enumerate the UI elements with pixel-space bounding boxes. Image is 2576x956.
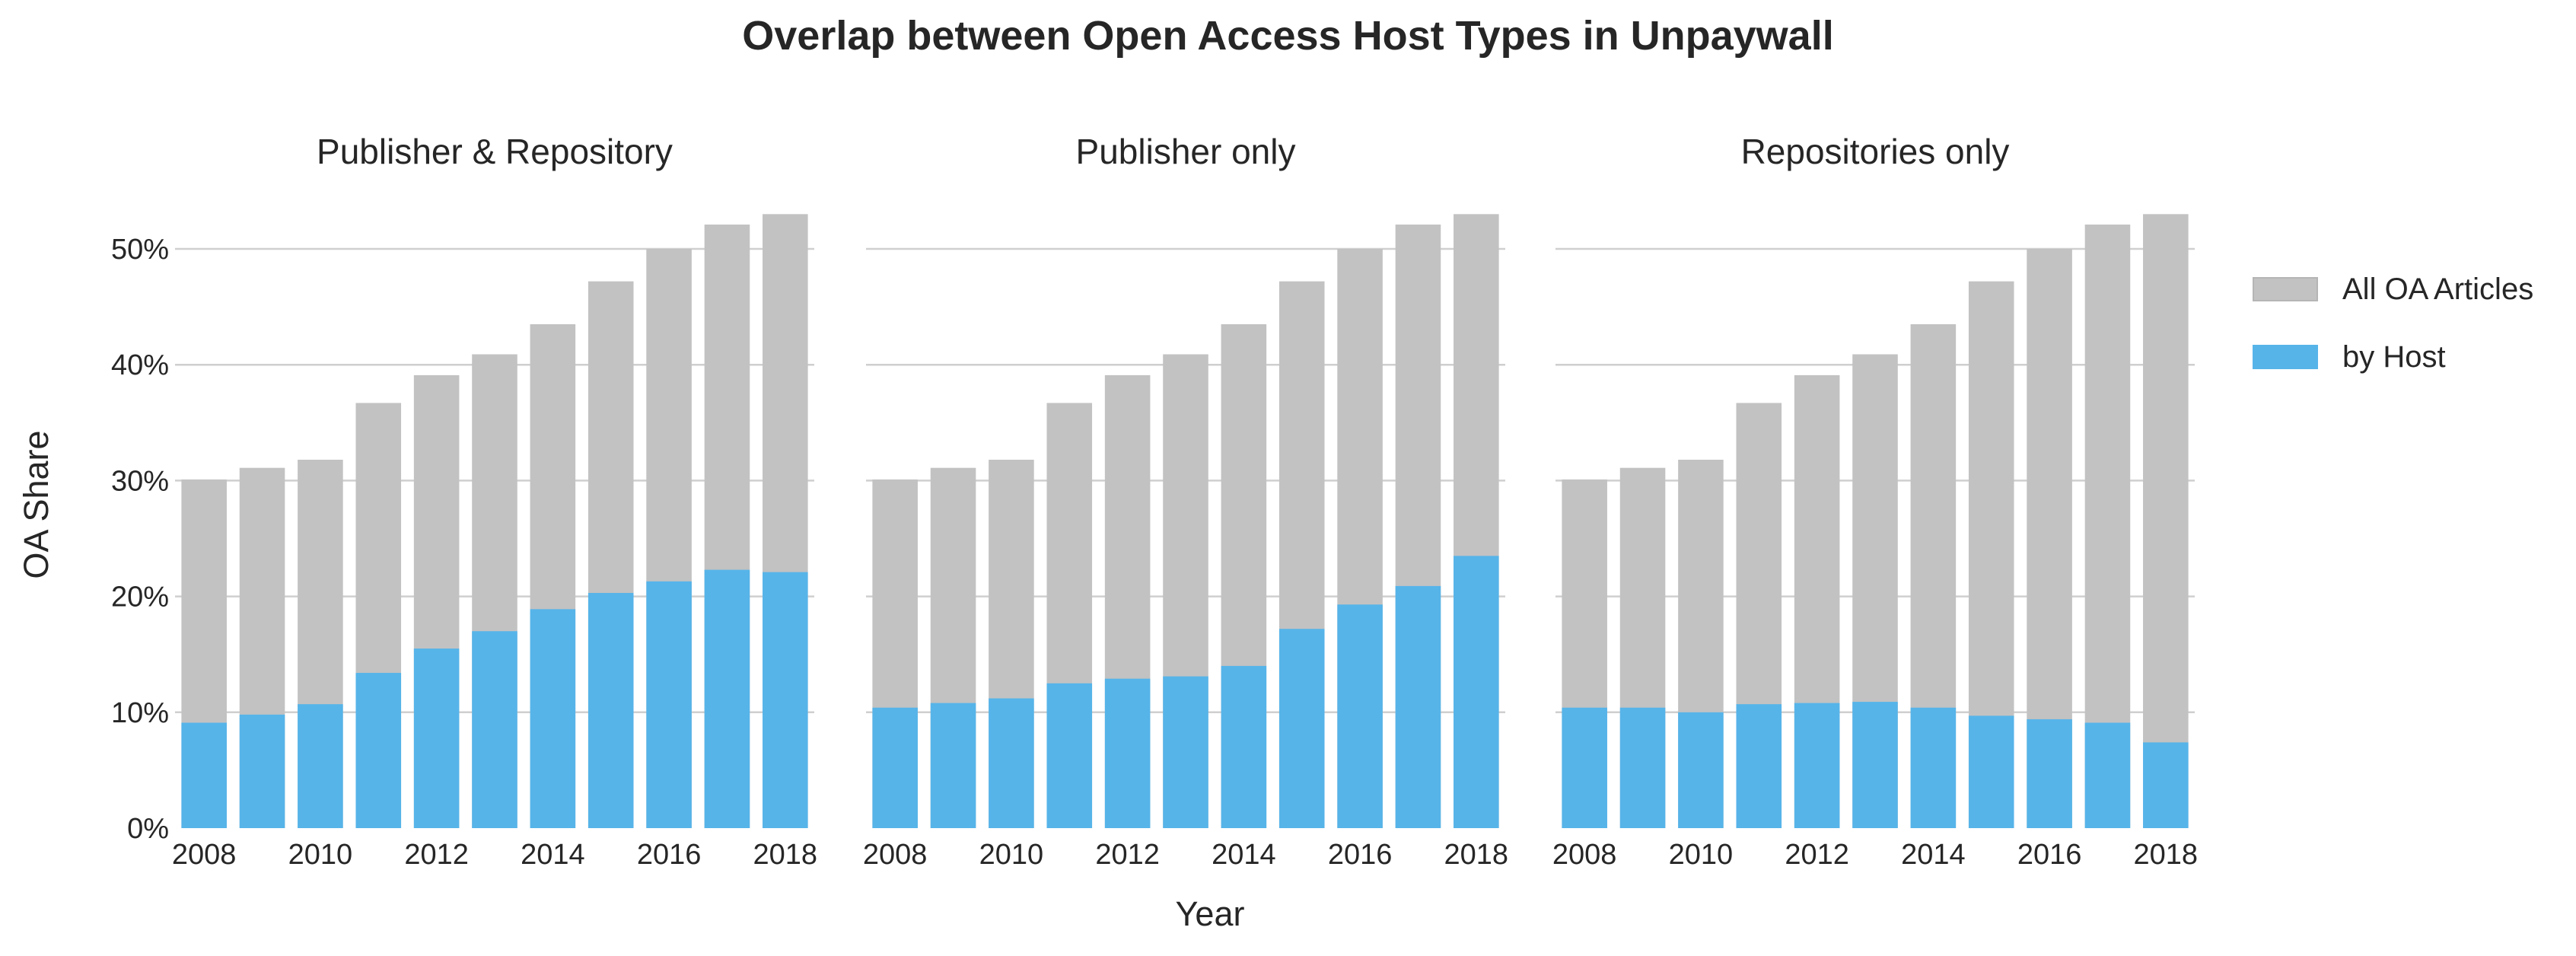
x-tick-label: 2016 — [2017, 839, 2082, 871]
chart-title: Overlap between Open Access Host Types i… — [742, 13, 1834, 59]
facet-title: Repositories only — [1740, 132, 2010, 171]
x-axis-label: Year — [1175, 894, 1245, 933]
y-tick-label: 0% — [127, 813, 169, 845]
x-tick-label: 2012 — [1095, 839, 1160, 871]
x-tick-label: 2012 — [404, 839, 469, 871]
x-tick-label: 2010 — [979, 839, 1044, 871]
bar-by-host — [587, 593, 634, 828]
legend-swatch — [2253, 345, 2318, 369]
x-tick-label: 2010 — [1669, 839, 1734, 871]
bar-by-host — [1968, 715, 2014, 828]
bar-by-host — [1046, 683, 1093, 828]
legend: All OA Articles by Host — [2253, 266, 2533, 402]
bar-by-host — [1910, 707, 1957, 828]
bar-by-host — [1221, 665, 1267, 828]
x-tick-label: 2016 — [1328, 839, 1393, 871]
bar-by-host — [239, 714, 285, 828]
facet-publisher-and-repository: Publisher & Repository 2008 2010 2012 2014 2… — [166, 0, 823, 875]
bar-by-host — [1852, 702, 1898, 828]
bar-by-host — [355, 673, 402, 828]
bar-by-host — [472, 631, 517, 828]
facet-plot: 2008 2010 2012 2014 2016 2018 — [172, 214, 818, 871]
bar-by-host — [1678, 712, 1724, 828]
bar-by-host — [1562, 707, 1607, 828]
bar-by-host — [1337, 604, 1383, 828]
legend-swatch — [2253, 277, 2318, 301]
y-tick-label: 20% — [111, 582, 169, 613]
bar-by-host — [646, 581, 692, 828]
bar-by-host — [1794, 703, 1840, 828]
y-axis: 0% 10% 20% 30% 40% 50% — [111, 234, 169, 845]
legend-label: All OA Articles — [2342, 272, 2534, 306]
bar-by-host — [1454, 556, 1499, 828]
y-tick-label: 10% — [111, 697, 169, 729]
y-tick-label: 40% — [111, 349, 169, 381]
facet-title: Publisher only — [1075, 132, 1296, 171]
legend-item-by-host: by Host — [2253, 334, 2533, 380]
x-tick-label: 2018 — [753, 839, 818, 871]
bar-by-host — [413, 648, 460, 828]
x-tick-label: 2018 — [2134, 839, 2199, 871]
bar-by-host — [1104, 678, 1151, 828]
x-tick-label: 2008 — [172, 839, 237, 871]
y-tick-label: 50% — [111, 234, 169, 266]
bar-by-host — [763, 572, 808, 828]
bar-by-host — [1278, 629, 1325, 828]
x-tick-label: 2012 — [1785, 839, 1849, 871]
bar-by-host — [872, 707, 918, 828]
legend-item-all-oa-articles: All OA Articles — [2253, 266, 2533, 312]
facet-publisher-only: Publisher only 2008 2010 2012 2014 2016 2018 — [857, 0, 1514, 875]
x-tick-label: 2014 — [1901, 839, 1966, 871]
bar-by-host — [930, 703, 976, 828]
bar-by-host — [2143, 742, 2189, 828]
facet-title: Publisher & Repository — [317, 132, 673, 171]
bar-all-oa-articles — [2143, 214, 2189, 829]
bar-by-host — [2084, 722, 2131, 828]
facet-repositories-only: Repositories only 2008 2010 2012 2014 2016 20… — [1546, 0, 2204, 875]
legend-label: by Host — [2342, 339, 2446, 374]
bar-by-host — [530, 609, 576, 828]
x-tick-label: 2008 — [1552, 839, 1617, 871]
x-tick-label: 2016 — [637, 839, 702, 871]
facet-plot: 2008 2010 2012 2014 2016 2018 — [1552, 214, 2199, 871]
bar-by-host — [2027, 719, 2072, 828]
x-tick-label: 2010 — [288, 839, 353, 871]
x-tick-label: 2014 — [521, 839, 585, 871]
x-tick-label: 2018 — [1444, 839, 1509, 871]
x-tick-label: 2014 — [1212, 839, 1276, 871]
bar-by-host — [181, 722, 227, 828]
y-tick-label: 30% — [111, 465, 169, 497]
bar-by-host — [1395, 585, 1441, 828]
bar-by-host — [1619, 707, 1666, 828]
bar-by-host — [704, 569, 750, 828]
bar-by-host — [298, 704, 343, 828]
bar-by-host — [1163, 676, 1208, 828]
bar-by-host — [989, 698, 1034, 828]
facet-plot: 2008 2010 2012 2014 2016 2018 — [863, 214, 1509, 871]
bar-by-host — [1736, 704, 1782, 828]
x-tick-label: 2008 — [863, 839, 928, 871]
